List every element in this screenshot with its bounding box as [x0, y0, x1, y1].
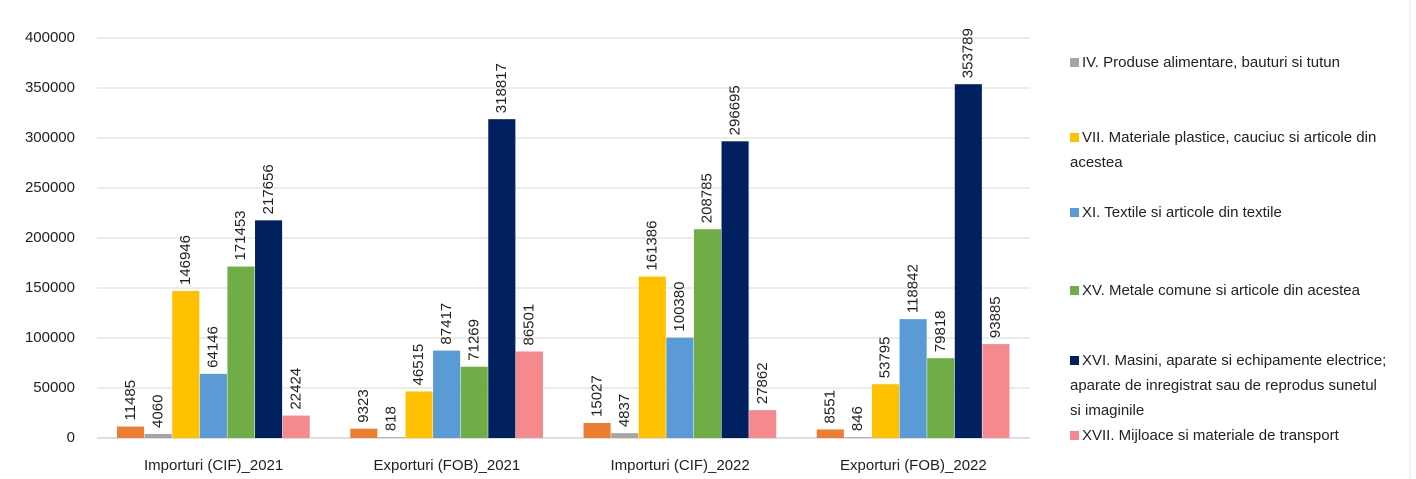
value-label: 171453 — [232, 210, 249, 260]
bar — [583, 422, 611, 438]
legend-item: XV. Metale comune si articole din aceste… — [1070, 278, 1390, 303]
legend-item: XI. Textile si articole din textile — [1070, 200, 1390, 225]
value-label: 846 — [849, 406, 866, 431]
legend-label: XVI. Masini, aparate si echipamente elec… — [1070, 352, 1387, 419]
x-tick-label: Importuri (CIF)_2022 — [611, 457, 750, 474]
bar — [350, 428, 378, 438]
bar — [172, 291, 200, 438]
bar — [927, 358, 955, 438]
y-tick-label: 150000 — [25, 279, 75, 296]
bar — [377, 437, 405, 438]
value-label: 4837 — [616, 394, 633, 427]
legend-swatch — [1070, 133, 1079, 142]
legend-swatch — [1070, 208, 1079, 217]
x-tick-label: Importuri (CIF)_2021 — [144, 457, 283, 474]
bar — [638, 276, 666, 438]
bar — [144, 433, 172, 438]
value-label: 118842 — [904, 264, 921, 313]
legend-swatch — [1070, 286, 1079, 295]
bar — [899, 319, 927, 438]
value-label: 53795 — [877, 336, 894, 378]
value-label: 353789 — [960, 28, 977, 78]
value-label: 27862 — [754, 362, 771, 404]
y-tick-label: 350000 — [25, 79, 75, 96]
legend-swatch — [1070, 431, 1079, 440]
bar — [954, 84, 982, 438]
bar — [227, 266, 255, 438]
x-tick-label: Exporturi (FOB)_2021 — [374, 457, 521, 474]
value-label: 79818 — [932, 310, 949, 352]
legend-label: XVII. Mijloace si materiale de transport — [1082, 427, 1339, 444]
y-tick-label: 0 — [67, 429, 75, 446]
value-label: 71269 — [465, 319, 482, 361]
value-label: 208785 — [699, 173, 716, 223]
value-label: 161386 — [643, 221, 660, 271]
y-tick-label: 100000 — [25, 329, 75, 346]
bar — [405, 391, 433, 438]
value-label: 818 — [383, 406, 400, 431]
legend-item: XVI. Masini, aparate si echipamente elec… — [1070, 348, 1390, 423]
legend-item: XVII. Mijloace si materiale de transport — [1070, 423, 1390, 448]
bar — [844, 437, 872, 438]
value-label: 11485 — [122, 380, 139, 421]
bar — [611, 433, 639, 438]
value-label: 8551 — [822, 390, 839, 423]
value-label: 296695 — [726, 85, 743, 135]
value-label: 146946 — [177, 235, 194, 285]
legend-swatch — [1070, 356, 1079, 365]
x-tick-label: Exporturi (FOB)_2022 — [840, 457, 987, 474]
value-label: 318817 — [493, 63, 510, 113]
legend-swatch — [1070, 58, 1079, 67]
bar — [433, 350, 461, 438]
value-label: 87417 — [438, 303, 455, 345]
legend-item: VII. Materiale plastice, cauciuc si arti… — [1070, 125, 1390, 175]
value-label: 15027 — [588, 375, 605, 417]
value-label: 93885 — [987, 296, 1004, 338]
y-tick-label: 200000 — [25, 229, 75, 246]
legend-label: VII. Materiale plastice, cauciuc si arti… — [1070, 129, 1377, 171]
value-label: 4060 — [149, 395, 166, 428]
legend-item: IV. Produse alimentare, bauturi si tutun — [1070, 50, 1390, 75]
bar — [282, 415, 310, 438]
bar — [693, 229, 722, 438]
bar — [255, 220, 283, 438]
bar — [199, 373, 227, 438]
legend-label: XI. Textile si articole din textile — [1082, 204, 1282, 221]
bar — [816, 429, 844, 438]
y-tick-label: 50000 — [33, 379, 75, 396]
legend-label: IV. Produse alimentare, bauturi si tutun — [1082, 54, 1340, 71]
bar — [871, 384, 900, 438]
value-label: 9323 — [355, 389, 372, 422]
value-label: 100380 — [671, 282, 688, 332]
bar — [488, 119, 516, 439]
legend-label: XV. Metale comune si articole din aceste… — [1082, 282, 1360, 299]
bar — [515, 351, 543, 438]
y-tick-label: 400000 — [25, 29, 75, 46]
y-tick-label: 250000 — [25, 179, 75, 196]
bar — [117, 426, 145, 438]
value-label: 217656 — [260, 164, 277, 214]
y-tick-label: 300000 — [25, 129, 75, 146]
bar — [666, 337, 694, 438]
bar — [749, 410, 777, 438]
value-label: 86501 — [521, 304, 538, 346]
value-label: 64146 — [205, 326, 222, 368]
bar — [460, 366, 488, 438]
bar — [721, 141, 749, 438]
value-label: 46515 — [410, 344, 427, 386]
value-label: 22424 — [287, 368, 304, 410]
bar — [982, 344, 1010, 438]
